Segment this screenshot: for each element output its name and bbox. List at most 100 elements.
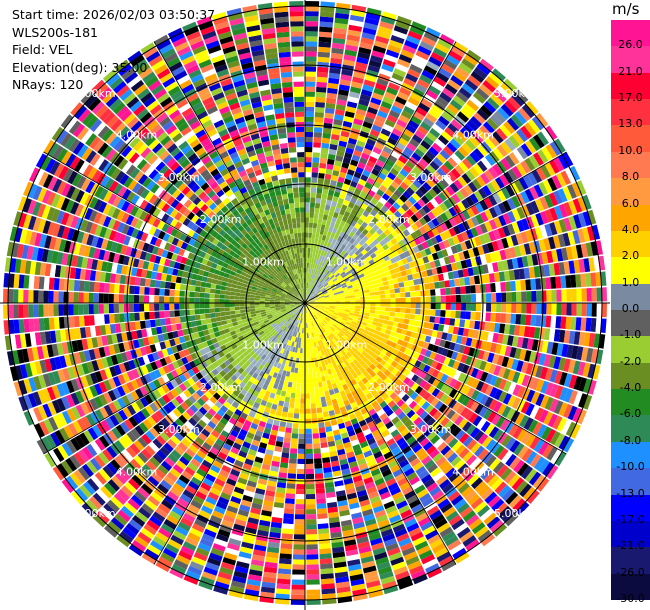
radar-bin: [305, 6, 319, 12]
radar-bin: [228, 405, 237, 413]
radar-bin: [313, 453, 322, 459]
radar-bin: [279, 462, 289, 469]
radar-bin: [294, 310, 299, 315]
radar-bin: [234, 459, 244, 468]
radar-bin: [327, 158, 335, 165]
radar-bin: [343, 275, 349, 281]
radar-bin: [310, 337, 314, 343]
radar-bin: [339, 192, 346, 200]
radar-bin: [425, 563, 440, 574]
radar-bin: [286, 339, 291, 346]
radar-bin: [309, 217, 314, 223]
radar-bin: [350, 300, 356, 303]
radar-bin: [207, 379, 216, 388]
radar-bin: [305, 96, 315, 102]
radar-bin: [353, 204, 360, 212]
radar-bin: [184, 421, 194, 431]
radar-bin: [289, 312, 294, 317]
radar-bin: [220, 405, 229, 413]
radar-bin: [277, 352, 283, 359]
radar-bin: [337, 213, 344, 220]
radar-bin: [519, 349, 527, 361]
radar-bin: [344, 446, 354, 454]
radar-bin: [342, 199, 350, 207]
radar-bin: [521, 337, 529, 349]
radar-bin: [240, 445, 250, 454]
radar-bin: [260, 377, 267, 384]
radar-bin: [118, 469, 131, 481]
radar-bin: [295, 310, 300, 316]
radar-bin: [277, 573, 291, 580]
radar-bin: [299, 358, 303, 364]
radar-bin: [67, 423, 79, 437]
radar-bin: [312, 308, 318, 313]
radar-bin: [156, 449, 167, 461]
radar-bin: [379, 571, 394, 580]
radar-bin: [336, 181, 344, 188]
radar-bin: [348, 335, 354, 341]
radar-bin: [406, 471, 418, 482]
radar-bin: [350, 333, 356, 339]
radar-bin: [73, 469, 86, 484]
radar-bin: [144, 548, 159, 561]
radar-bin: [195, 389, 204, 398]
radar-bin: [433, 243, 441, 252]
radar-bin: [305, 131, 314, 138]
radar-bin: [368, 491, 379, 499]
radar-bin: [463, 250, 471, 260]
radar-bin: [526, 389, 536, 403]
radar-bin: [331, 325, 337, 330]
radar-bin: [171, 449, 182, 460]
radar-bin: [142, 464, 154, 476]
radar-bin: [482, 80, 496, 93]
radar-bin: [205, 524, 219, 534]
radar-bin: [315, 281, 319, 287]
radar-bin: [167, 363, 175, 372]
radar-bin: [205, 496, 217, 506]
radar-bin: [229, 585, 245, 594]
radar-bin: [330, 267, 336, 273]
radar-bin: [538, 441, 550, 456]
radar-bin: [422, 256, 430, 264]
radar-bin: [205, 437, 215, 447]
radar-bin: [197, 343, 204, 351]
radar-bin: [405, 124, 417, 134]
radar-bin: [307, 283, 310, 289]
radar-bin: [469, 193, 479, 204]
radar-bin: [265, 490, 276, 497]
radar-bin: [575, 317, 582, 331]
radar-bin: [461, 142, 473, 154]
radar-bin: [321, 344, 326, 350]
radar-bin: [502, 200, 512, 212]
radar-bin: [130, 428, 141, 440]
radar-bin: [430, 236, 438, 245]
radar-bin: [199, 385, 208, 394]
radar-bin: [201, 415, 210, 425]
radar-bin: [476, 108, 490, 121]
radar-bin: [351, 227, 358, 234]
radar-bin: [143, 523, 157, 536]
radar-bin: [323, 292, 329, 296]
radar-bin: [34, 423, 45, 438]
radar-bin: [539, 196, 549, 210]
radar-bin: [182, 411, 192, 421]
radar-bin: [348, 374, 355, 382]
radar-bin: [366, 344, 373, 350]
radar-bin: [368, 331, 374, 337]
radar-bin: [316, 81, 327, 88]
radar-bin: [312, 428, 319, 434]
radar-bin: [415, 251, 423, 260]
radar-bin: [228, 417, 238, 426]
radar-bin: [334, 160, 342, 167]
radar-bin: [494, 377, 503, 388]
radar-bin: [42, 403, 53, 418]
radar-bin: [534, 407, 545, 421]
radar-bin: [331, 541, 344, 549]
radar-bin: [305, 433, 313, 439]
radar-bin: [208, 387, 216, 396]
radar-bin: [309, 297, 314, 301]
radar-bin: [372, 239, 379, 246]
radar-bin: [207, 408, 217, 417]
radar-bin: [362, 341, 369, 348]
radar-bin: [122, 407, 132, 419]
